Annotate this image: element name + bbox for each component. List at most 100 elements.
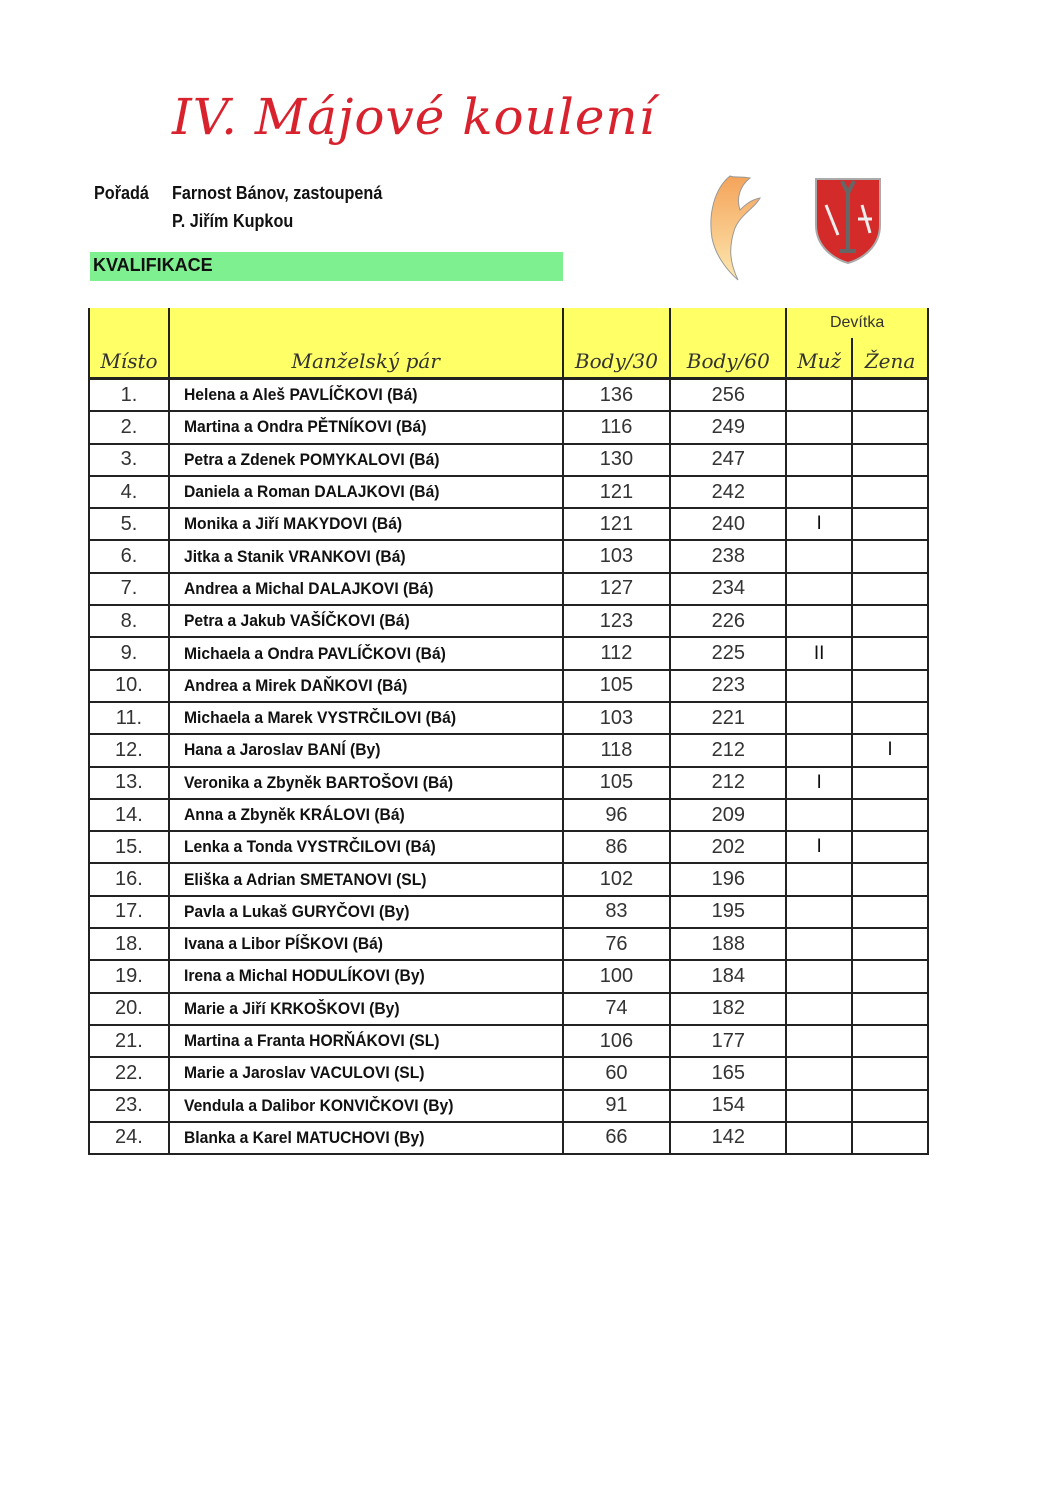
couple-cell-text: Andrea a Michal DALAJKOVI (Bá) [183,578,434,598]
couple-cell-text: Vendula a Dalibor KONVIČKOVI (By) [183,1095,454,1115]
nines-women-cell [851,636,929,671]
points-30-cell: 130 [561,442,672,477]
place-cell: 5. [88,507,170,542]
nines-men-cell [785,410,854,445]
couple-cell: Martina a Franta HORŇÁKOVI (SL) [167,1023,564,1059]
table-row: 24. Blanka a Karel MATUCHOVI (By) 66 142 [88,1120,929,1156]
place-cell: 4. [88,474,170,510]
place-cell: 12. [88,733,170,768]
points-60-cell-text: 249 [711,415,745,438]
couple-cell-text: Pavla a Lukaš GURYČOVI (By) [183,901,410,921]
table-row: 20. Marie a Jiří KRKOŠKOVI (By) 74 182 [88,991,929,1026]
couple-cell: Hana a Jaroslav BANÍ (By) [167,733,564,768]
nines-women-cell [851,830,929,865]
nines-women-cell [851,991,929,1026]
page-title: IV. Májové koulení [172,88,656,146]
points-30-cell-text: 60 [605,1061,628,1084]
organizer-label: Pořadá [94,183,149,203]
points-30-cell: 66 [561,1120,672,1156]
couple-cell-text: Marie a Jiří KRKOŠKOVI (By) [183,998,400,1018]
nines-men-cell [785,927,854,962]
table-row: 22. Marie a Jaroslav VACULOVI (SL) 60 165 [88,1056,929,1091]
flame-logo-icon [710,175,761,281]
points-60-cell: 226 [669,604,788,639]
points-60-cell: 256 [669,377,788,413]
nines-men-cell [785,1023,854,1059]
couple-cell: Daniela a Roman DALAJKOVI (Bá) [167,474,564,510]
place-cell-text: 13. [115,771,143,794]
points-60-cell: 234 [669,571,788,607]
points-60-cell: 212 [669,733,788,768]
nines-men-cell [785,797,854,833]
nines-women-cell [851,862,929,897]
points-60-cell-text: 202 [711,835,745,858]
organizer-line-2: P. Jiřím Kupkou [172,211,294,231]
points-30-cell: 83 [561,894,672,930]
couple-cell: Veronika a Zbyněk BARTOŠOVI (Bá) [167,765,564,800]
nines-men-cell: II [785,636,854,671]
couple-cell-text: Petra a Zdenek POMYKALOVI (Bá) [183,449,440,469]
place-cell-text: 10. [115,674,143,697]
points-30-cell-text: 118 [600,738,633,761]
couple-cell: Andrea a Michal DALAJKOVI (Bá) [167,571,564,607]
couple-cell: Michaela a Marek VYSTRČILOVI (Bá) [167,700,564,736]
couple-cell-text: Veronika a Zbyněk BARTOŠOVI (Bá) [183,772,454,792]
couple-cell: Andrea a Mirek DAŇKOVI (Bá) [167,668,564,703]
points-30-cell-text: 91 [605,1094,628,1117]
points-60-cell: 223 [669,668,788,703]
couple-cell: Petra a Zdenek POMYKALOVI (Bá) [167,442,564,477]
nines-men-cell [785,1120,854,1156]
organizer-line-1: Farnost Bánov, zastoupená [172,183,383,203]
header-couple: Manželský pár [167,308,564,379]
points-60-cell: 184 [669,959,788,994]
nines-women-cell [851,539,929,574]
couple-cell-text: Martina a Ondra PĚTNÍKOVI (Bá) [183,417,427,437]
nines-men-cell [785,604,854,639]
place-cell-text: 7. [120,577,138,600]
place-cell: 22. [88,1056,170,1091]
nines-women-cell [851,959,929,994]
place-cell-text: 16. [115,868,143,891]
place-cell: 17. [88,894,170,930]
couple-cell: Petra a Jakub VAŠÍČKOVI (Bá) [167,604,564,639]
couple-cell: Helena a Aleš PAVLÍČKOVI (Bá) [167,377,564,413]
couple-cell-text: Irena a Michal HODULÍKOVI (By) [183,966,425,986]
points-30-cell-text: 105 [599,771,634,794]
couple-cell: Marie a Jiří KRKOŠKOVI (By) [167,991,564,1026]
place-cell-text: 19. [115,964,143,987]
couple-cell-text: Michaela a Ondra PAVLÍČKOVI (Bá) [183,643,446,663]
points-60-cell: 221 [669,700,788,736]
points-60-cell-text: 225 [711,642,745,665]
points-30-cell-text: 103 [599,545,634,568]
points-30-cell-text: 123 [599,609,634,632]
nines-women-cell: I [851,733,929,768]
couple-cell: Jitka a Stanik VRANKOVI (Bá) [167,539,564,574]
nines-women-cell [851,571,929,607]
points-30-cell: 74 [561,991,672,1026]
points-60-cell: 154 [669,1088,788,1123]
table-row: 14. Anna a Zbyněk KRÁLOVI (Bá) 96 209 [88,797,929,833]
place-cell-text: 12. [115,738,143,761]
couple-cell-text: Hana a Jaroslav BANÍ (By) [183,740,381,760]
table-row: 4. Daniela a Roman DALAJKOVI (Bá) 121 242 [88,474,929,510]
place-cell-text: 17. [115,900,143,923]
points-30-cell-text: 105 [599,674,634,697]
points-30-cell: 123 [561,604,672,639]
table-row: 1. Helena a Aleš PAVLÍČKOVI (Bá) 136 256 [88,377,929,413]
couple-cell-text: Michaela a Marek VYSTRČILOVI (Bá) [183,708,456,728]
points-30-cell-text: 127 [599,577,634,600]
place-cell-text: 11. [115,706,143,729]
table-row: 17. Pavla a Lukaš GURYČOVI (By) 83 195 [88,894,929,930]
couple-cell: Pavla a Lukaš GURYČOVI (By) [167,894,564,930]
points-30-cell: 103 [561,700,672,736]
points-30-cell-text: 96 [605,803,628,826]
points-60-cell: 225 [669,636,788,671]
points-60-cell: 249 [669,410,788,445]
couple-cell: Blanka a Karel MATUCHOVI (By) [167,1120,564,1156]
couple-cell: Lenka a Tonda VYSTRČILOVI (Bá) [167,830,564,865]
points-30-cell-text: 106 [599,1029,634,1052]
place-cell: 24. [88,1120,170,1156]
points-30-cell: 112 [561,636,672,671]
nines-men-cell [785,474,854,510]
